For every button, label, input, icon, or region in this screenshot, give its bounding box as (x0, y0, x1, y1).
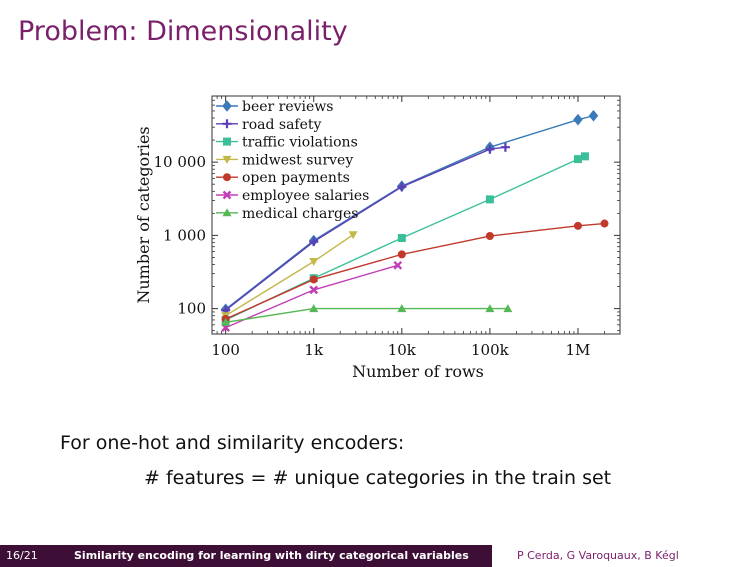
legend-label-beer-reviews: beer reviews (242, 99, 334, 115)
legend-marker-beer-reviews (222, 100, 232, 112)
chart: 100 1k 10k 100k 1M 100 1 000 10 000 Number of ro… (134, 95, 621, 381)
y-tick-label: 10 000 (154, 153, 207, 171)
data-point-road-safety (397, 182, 407, 192)
data-point-road-safety (500, 142, 510, 152)
x-tick-label: 100 (211, 341, 240, 359)
legend-label-midwest-survey: midwest survey (242, 152, 353, 168)
data-point-beer-reviews (588, 109, 599, 122)
x-tick-label: 10k (388, 341, 417, 359)
data-point-medical-charges (221, 317, 231, 326)
data-point-traffic-violations (573, 155, 582, 164)
legend-marker-employee-salaries (222, 190, 232, 200)
footer-page-number: 16/21 (6, 549, 38, 562)
y-tick-label: 100 (177, 300, 206, 318)
formula-text: # features = # unique categories in the … (144, 467, 612, 489)
data-point-open-payments (397, 250, 406, 259)
series-line-open-payments (225, 222, 605, 320)
data-point-traffic-violations (397, 234, 406, 243)
bullet-text: For one-hot and similarity encoders: (60, 432, 405, 454)
legend-marker-traffic-violations (223, 137, 231, 146)
legend-marker-midwest-survey (222, 155, 232, 164)
data-point-open-payments (485, 232, 494, 241)
legend-marker-medical-charges (222, 208, 232, 217)
legend-label-road-safety: road safety (242, 117, 322, 133)
data-point-midwest-survey (348, 231, 358, 240)
x-tick-label: 100k (471, 341, 510, 359)
legend-marker-open-payments (223, 173, 231, 182)
legend-label-traffic-violations: traffic violations (242, 135, 358, 151)
data-point-employee-salaries (393, 260, 403, 270)
y-tick-label: 1 000 (163, 226, 206, 244)
footer-talk-title: Similarity encoding for learning with di… (74, 549, 469, 562)
data-point-open-payments (573, 221, 582, 230)
data-point-open-payments (600, 219, 609, 228)
data-point-road-safety (309, 237, 319, 247)
data-point-medical-charges (503, 304, 513, 313)
data-point-medical-charges (485, 304, 495, 313)
x-tick-label: 1M (566, 341, 591, 359)
footer-authors: P Cerda, G Varoquaux, B Kégl (517, 549, 679, 562)
data-point-medical-charges (397, 304, 407, 313)
data-point-road-safety (485, 144, 495, 154)
series-line-midwest-survey (225, 234, 354, 317)
data-point-traffic-violations (485, 195, 494, 204)
x-tick-label: 1k (304, 341, 324, 359)
data-point-midwest-survey (309, 257, 319, 266)
series-line-medical-charges (225, 307, 508, 323)
data-point-medical-charges (309, 304, 319, 313)
footer-bar: 16/21 Similarity encoding for learning w… (0, 545, 756, 567)
y-axis-label: Number of categories (134, 126, 153, 303)
data-point-employee-salaries (309, 285, 319, 295)
footer-left: 16/21 Similarity encoding for learning w… (0, 545, 492, 567)
legend-label-open-payments: open payments (242, 170, 350, 186)
legend-label-medical-charges: medical charges (242, 206, 358, 222)
slide-title: Problem: Dimensionality (18, 16, 348, 47)
legend-label-employee-salaries: employee salaries (242, 188, 369, 204)
legend-marker-road-safety (222, 119, 232, 129)
x-axis-label: Number of rows (352, 362, 484, 381)
data-point-beer-reviews (573, 113, 583, 126)
data-point-traffic-violations (580, 152, 589, 161)
footer-right: P Cerda, G Varoquaux, B Kégl (492, 545, 756, 567)
data-point-open-payments (309, 275, 318, 284)
plot-frame (211, 95, 621, 335)
